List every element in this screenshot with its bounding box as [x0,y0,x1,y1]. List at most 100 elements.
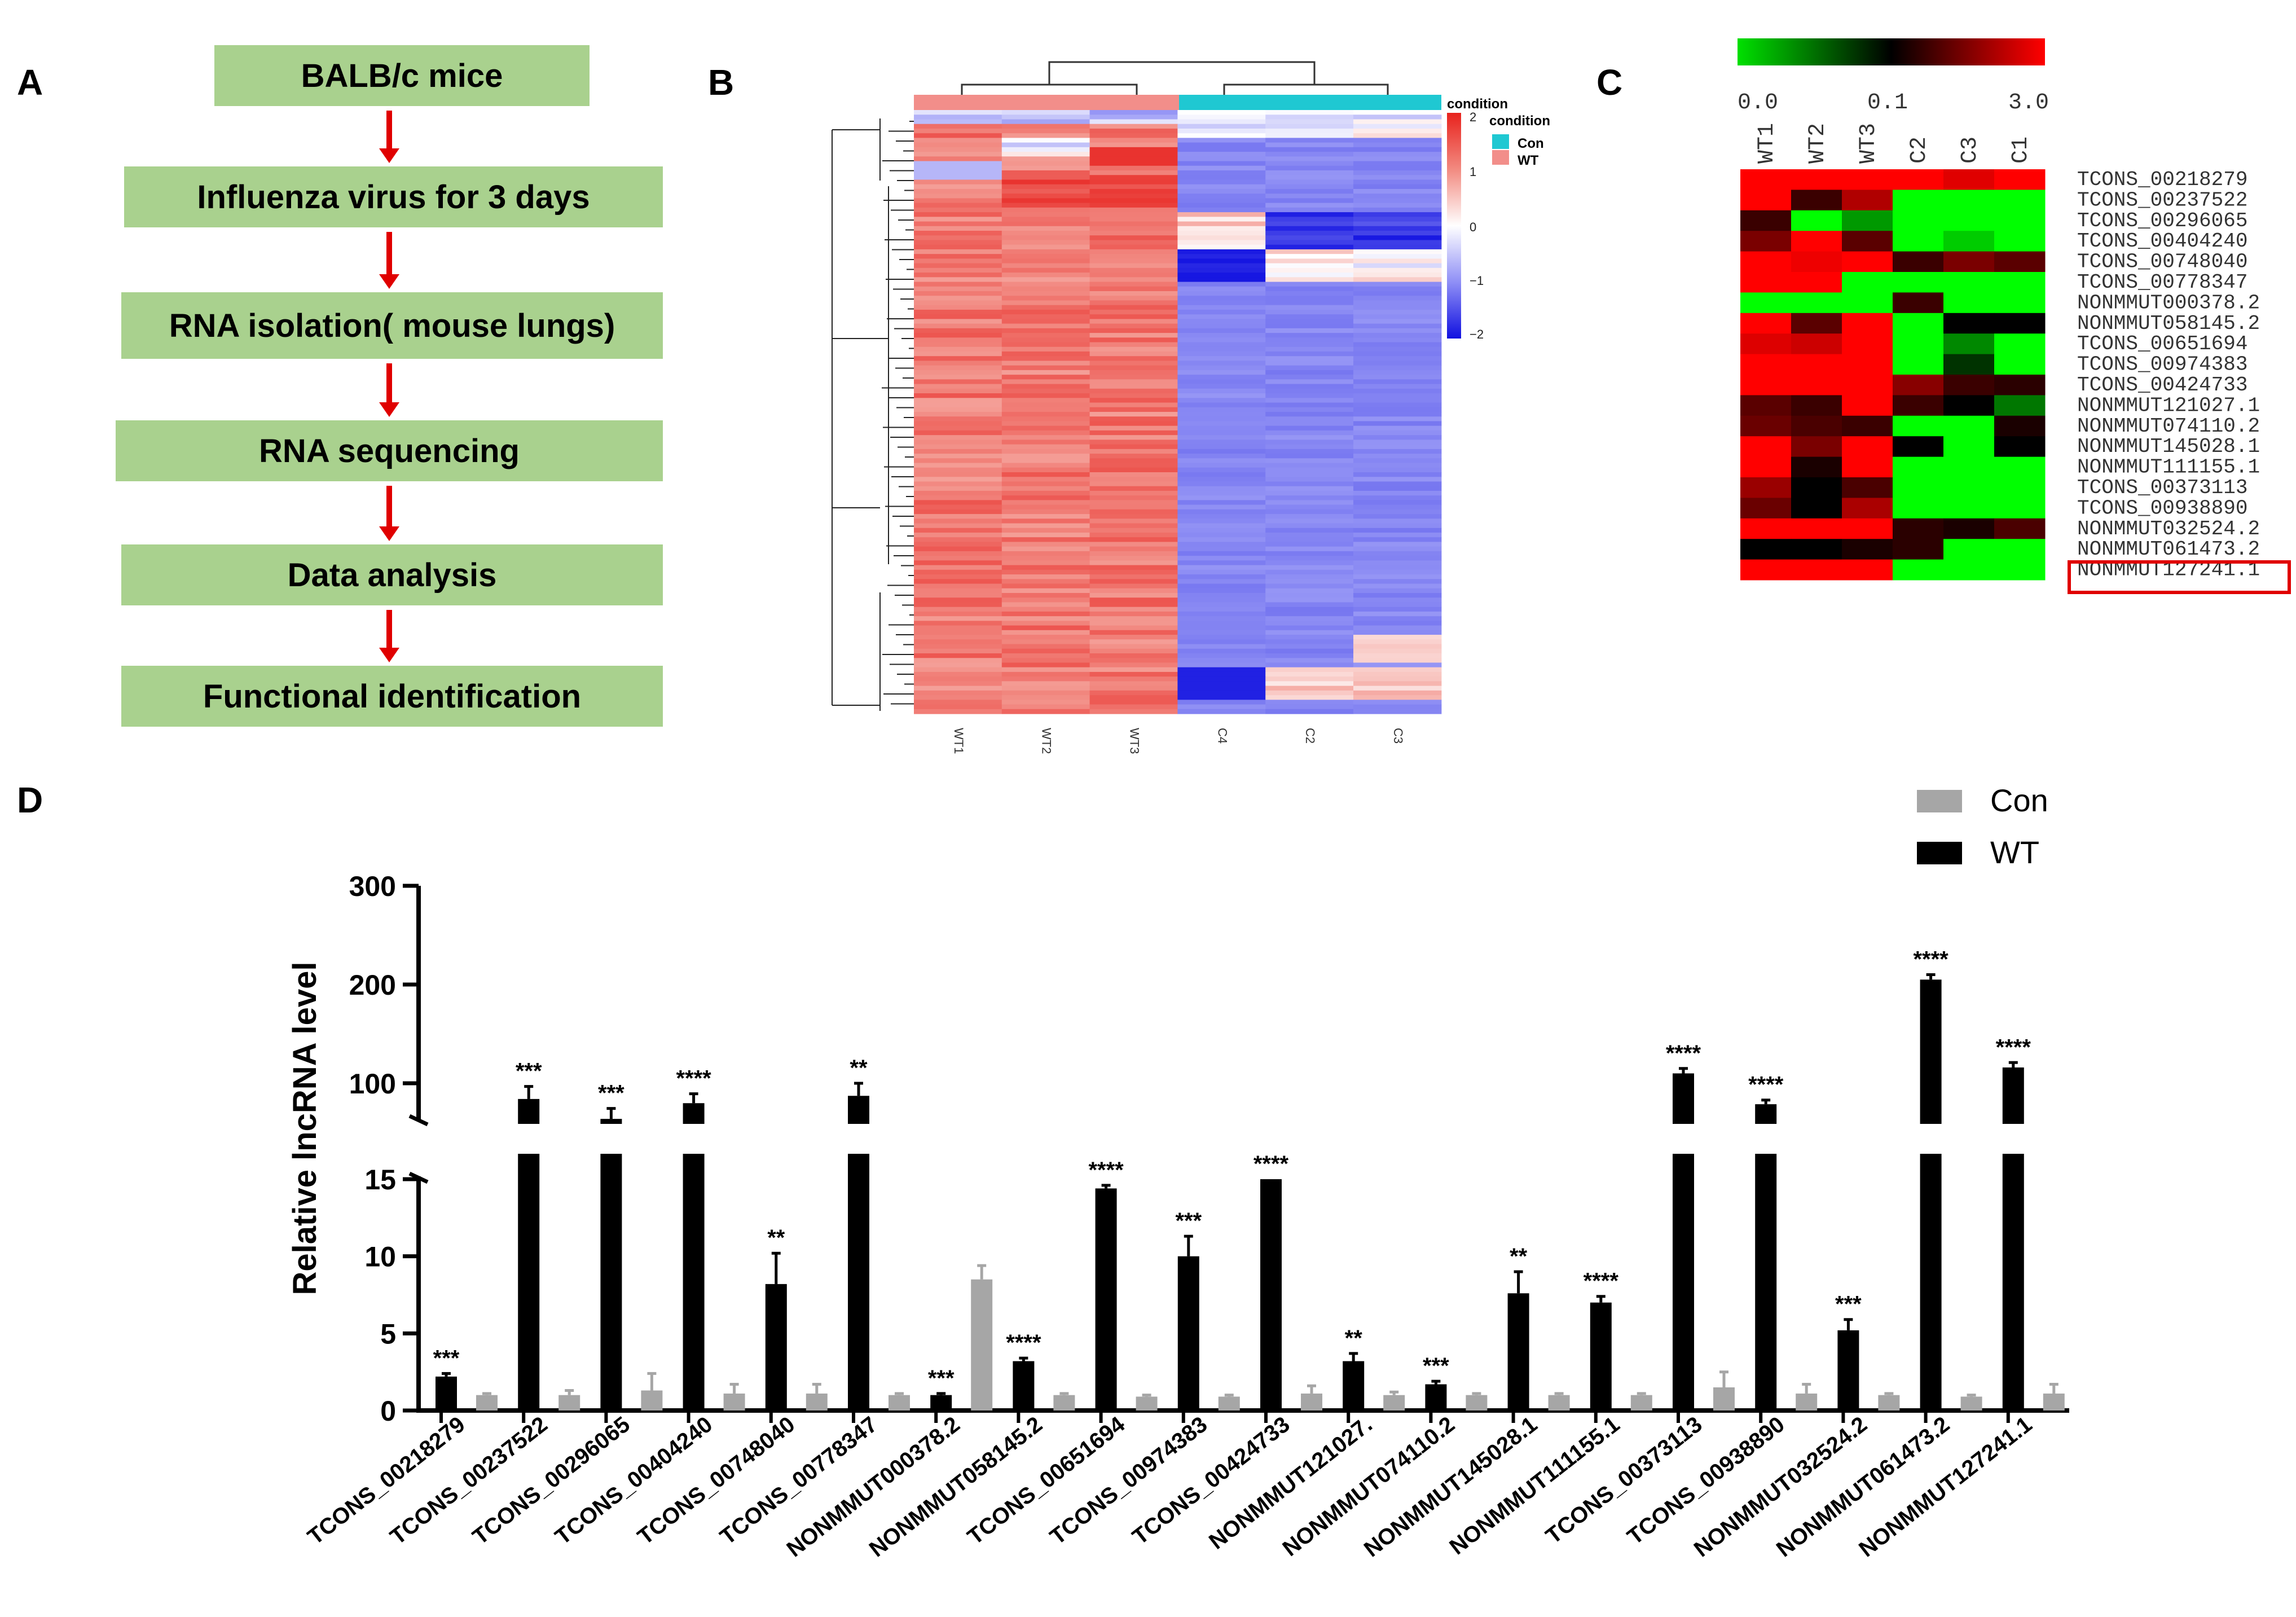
heatmap-b-cell [914,342,1002,348]
bar-wt [1013,1361,1035,1411]
heatmap-b-cell [1265,537,1354,543]
heatmap-b-cell [1089,388,1178,394]
heatmap-b-cell [1353,454,1442,459]
heatmap-b-cell [1177,328,1266,333]
flow-step-label: Influenza virus for 3 days [197,179,590,216]
heatmap-b-cell [914,212,1002,217]
heatmap-b-cell [1353,560,1442,566]
heatmap-b-cell [1001,500,1090,506]
heatmap-b-cell [1177,244,1266,250]
heatmap-c-cell [1893,456,1944,478]
heatmap-b-cell [1265,398,1354,403]
heatmap-b-cell [1177,379,1266,385]
heatmap-c-cell [1994,190,2046,211]
heatmap-c-cell [1893,292,1944,314]
heatmap-b-cell [1089,490,1178,496]
heatmap-b-cell [1089,551,1178,556]
heatmap-b-cell [914,161,1002,166]
heatmap-c-cell [1740,292,1792,314]
heatmap-b-cell [1001,481,1090,487]
heatmap-b-cell [1353,365,1442,371]
heatmap-b-cell [1177,110,1266,115]
heatmap-b-cell [1177,481,1266,487]
heatmap-b-cell [1177,621,1266,626]
heatmap-c-cell [1740,395,1792,416]
heatmap-b-cell [1177,500,1266,506]
heatmap-b-cell [1001,323,1090,329]
heatmap-b-cell [1089,602,1178,608]
heatmap-b-cell [914,175,1002,181]
bar-con [1548,1395,1570,1411]
heatmap-b-cell [914,467,1002,473]
heatmap-b-cell [914,709,1002,714]
heatmap-b-cell [1265,128,1354,134]
heatmap-b-cell [1265,546,1354,552]
heatmap-b-cell [914,430,1002,436]
annotation-title: condition [1447,96,1508,112]
heatmap-b-cell [1089,569,1178,575]
heatmap-b-cell [1265,296,1354,301]
scale-tick: −2 [1470,327,1484,341]
heatmap-b-cell [1089,296,1178,301]
heatmap-b-cell [914,305,1002,310]
heatmap-b-cell [1177,574,1266,579]
heatmap-b-cell [1353,375,1442,380]
significance-label: *** [1835,1292,1862,1317]
heatmap-b-cell [1177,588,1266,594]
heatmap-b-cell [1001,709,1090,714]
heatmap-b-cell [1001,273,1090,278]
significance-label: *** [1175,1209,1202,1233]
heatmap-b-cell [1353,551,1442,556]
heatmap-b-cell [1001,393,1090,398]
heatmap-b-cell [1001,379,1090,385]
significance-label: ** [1510,1244,1528,1269]
heatmap-b-cell [914,231,1002,236]
heatmap-b-cell [1177,314,1266,319]
heatmap-b-cell [1089,574,1178,579]
row-label-c: NONMMUT111155.1 [2077,456,2260,479]
legend-swatch-wt [1917,842,1962,864]
row-label-c: TCONS_00938890 [2077,496,2247,520]
row-dendro-branch [832,118,889,711]
heatmap-b-cell [1265,454,1354,459]
legend-label-wt: WT [1518,153,1539,168]
heatmap-b-cell [914,542,1002,547]
heatmap-b-cell [1353,565,1442,570]
heatmap-b-cell [1089,407,1178,412]
heatmap-b-cell [914,412,1002,417]
heatmap-b-cell [1353,690,1442,696]
heatmap-b-cell [914,388,1002,394]
heatmap-b-cell [1353,574,1442,579]
flow-arrow-head [379,274,399,289]
heatmap-c-cell [1740,169,1792,190]
heatmap-b-cell [1001,361,1090,366]
heatmap-b-cell [1177,124,1266,129]
heatmap-b-cell [1265,407,1354,412]
y-tick-label: 0 [380,1395,396,1427]
heatmap-b-cell [914,184,1002,190]
heatmap-b-cell [914,676,1002,682]
heatmap-b-cell [1001,342,1090,348]
heatmap-c-cell [1893,190,1944,211]
x-tick-labels: TCONS_00218279TCONS_00237522TCONS_002960… [303,1411,2037,1562]
heatmap-c-cell [1893,518,1944,539]
heatmap-b-cell [1353,607,1442,612]
heatmap-b-cell [1353,356,1442,362]
column-dendrogram [961,61,1397,118]
heatmap-b-cell [1001,435,1090,440]
heatmap-b-cell [1353,254,1442,259]
heatmap-b-cell [914,356,1002,362]
heatmap-b-cell [1353,188,1442,194]
heatmap-b-cell [1353,444,1442,450]
legend-swatch-con [1917,790,1962,812]
heatmap-b-cell [914,662,1002,668]
heatmap-b-cell [914,454,1002,459]
row-label-c: NONMMUT145028.1 [2077,435,2260,458]
heatmap-b-cell [1089,430,1178,436]
heatmap-b-cell [1089,170,1178,175]
axis-break-mark [408,1114,429,1127]
heatmap-b-cell [1353,658,1442,664]
bar-con [971,1279,993,1411]
heatmap-b-cell [914,625,1002,631]
heatmap-c-cell [1943,272,1995,293]
